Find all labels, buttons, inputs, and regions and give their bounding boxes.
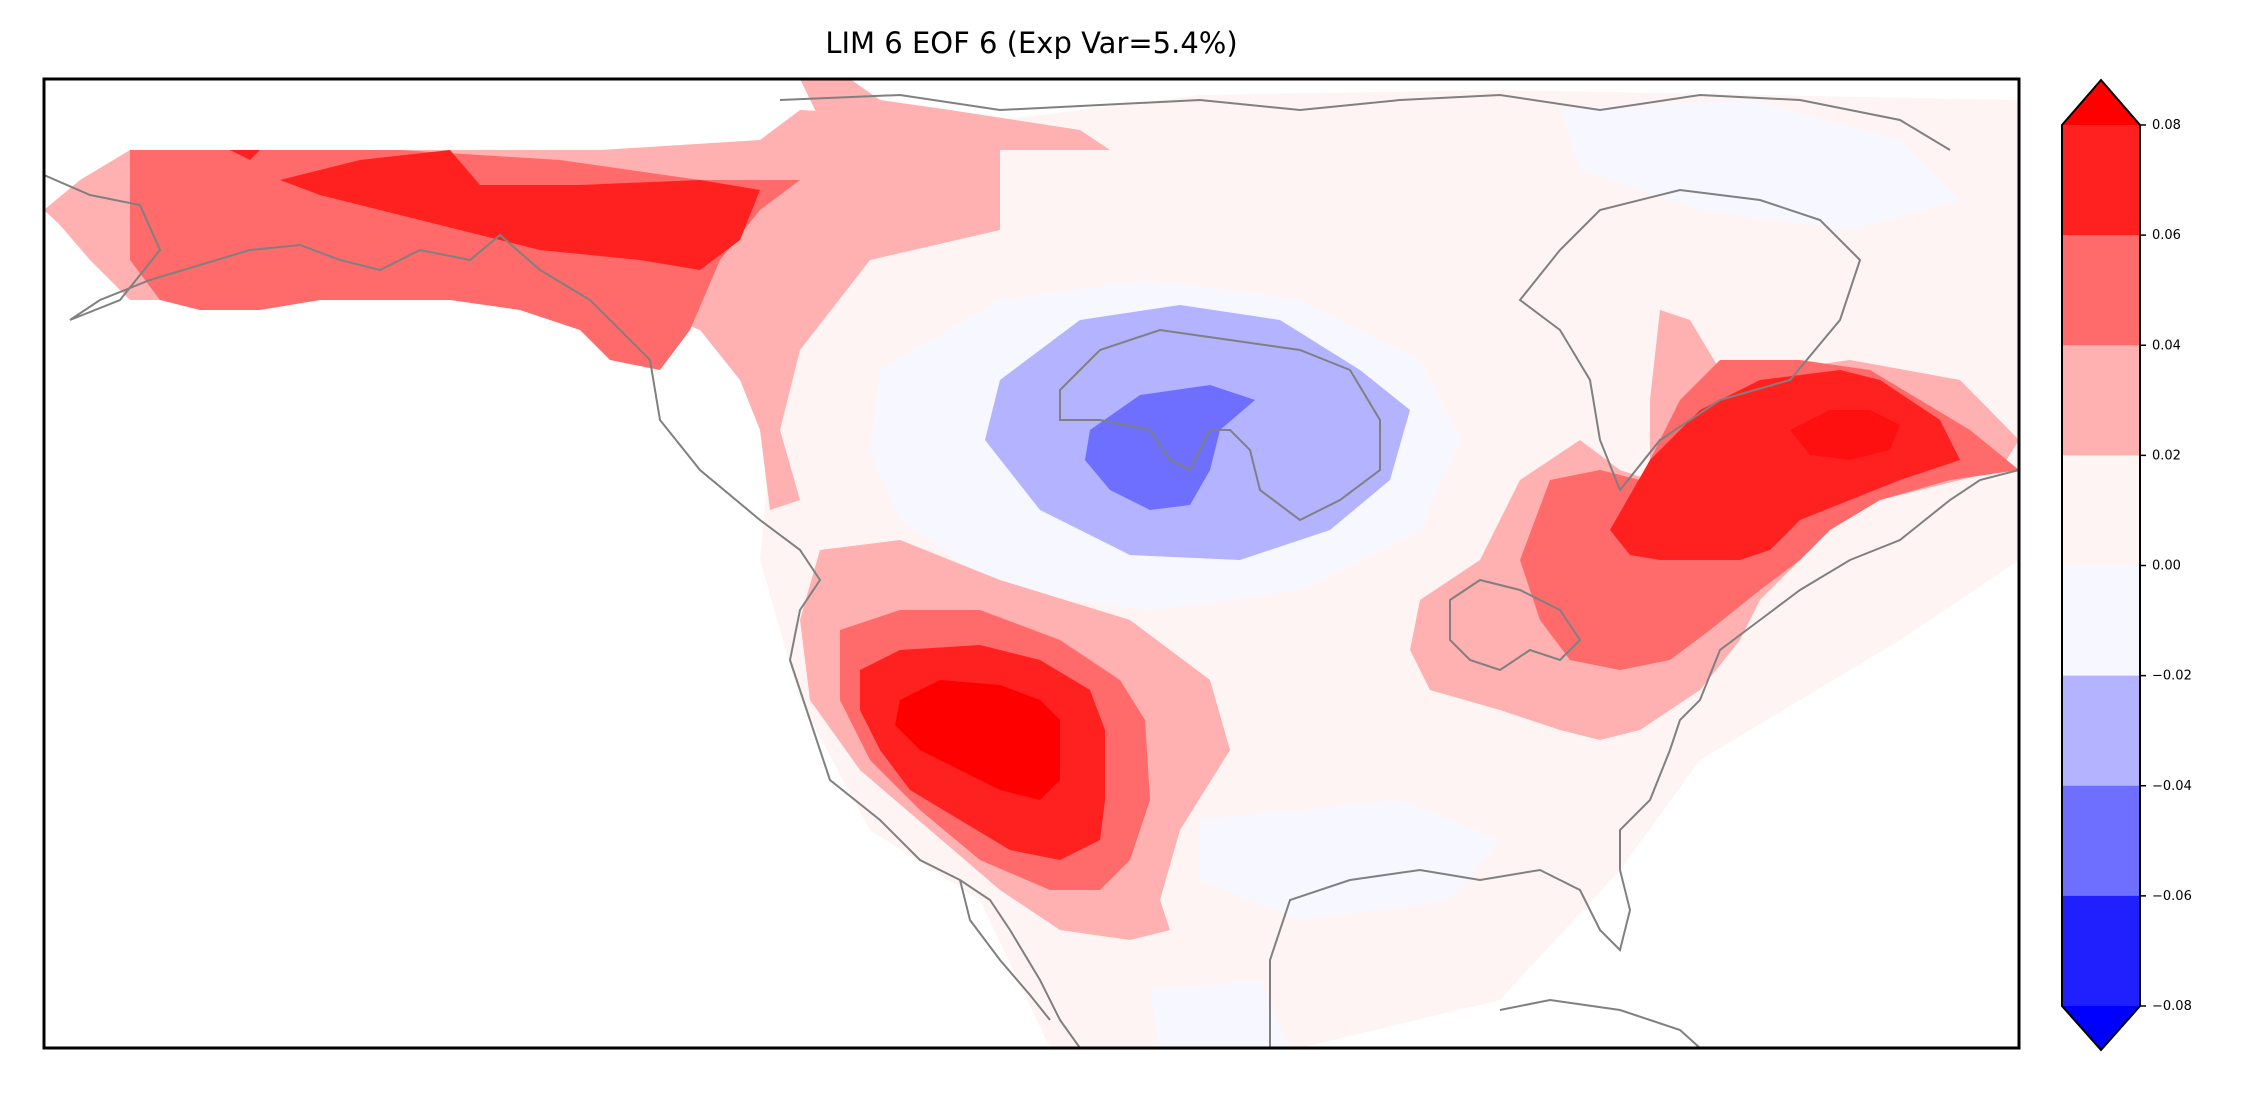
colorbar-extend-max [2062, 80, 2140, 125]
colorbar-extend-min [2062, 1006, 2140, 1050]
colorbar-bands [2062, 80, 2140, 1050]
pos-vstrong-tip [230, 150, 260, 160]
colorbar-outline [2061, 78, 2141, 1052]
colorbar-band [2062, 565, 2140, 677]
colorbar-band [2062, 895, 2140, 1007]
colorbar-tick-label: 0.02 [2152, 448, 2181, 463]
contour-layer [44, 79, 2019, 1048]
pos-max-southwest [895, 680, 1060, 800]
map-frame [42, 77, 2021, 1050]
coastline-cuba [1499, 998, 1701, 1048]
colorbar-band [2062, 125, 2140, 236]
colorbar-tick-label: −0.04 [2152, 779, 2192, 794]
coastline-greenland [1518, 188, 1862, 492]
coastlines [44, 93, 2019, 1048]
colorbar-band [2062, 675, 2140, 787]
pos-max-east [1790, 410, 1900, 460]
colorbar-tick-label: −0.08 [2152, 999, 2192, 1014]
pos-vstrong-northwest [280, 150, 760, 270]
pos-mid-arctic-strip [800, 79, 1110, 150]
coastline-great-lakes [1449, 578, 1582, 672]
colorbar-tick-label: −0.02 [2152, 669, 2192, 684]
colorbar-band [2062, 785, 2140, 897]
coastline-gulf [1269, 469, 2019, 1048]
neg-strong-region [1085, 385, 1255, 510]
colorbar-tick-label: 0.08 [2152, 118, 2181, 133]
coastline-baja [959, 879, 1051, 1021]
coastline-arctic [779, 93, 1951, 151]
colorbar-ticks: 0.08 0.06 0.04 0.02 0.00 −0.02 −0.04 −0.06 −0.08 [2140, 118, 2192, 1014]
colorbar-tick-label: 0.00 [2152, 559, 2181, 574]
colorbar-band [2062, 235, 2140, 346]
neg-weak-arctic [1560, 100, 1960, 230]
neg-weak-gulf [1150, 980, 1290, 1048]
coastline-west [44, 174, 1081, 1048]
coastline-hudson [1059, 328, 1381, 522]
colorbar-band [2062, 345, 2140, 456]
colorbar-tick-label: −0.06 [2152, 889, 2192, 904]
colorbar-band [2062, 455, 2140, 566]
map-title: LIM 6 EOF 6 (Exp Var=5.4%) [825, 26, 1238, 60]
colorbar-tick-label: 0.06 [2152, 228, 2181, 243]
colorbar-tick-label: 0.04 [2152, 338, 2181, 353]
neg-weak-south [1200, 800, 1500, 920]
